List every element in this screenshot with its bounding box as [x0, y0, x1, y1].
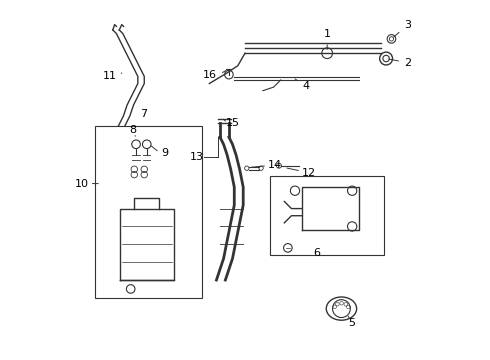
Text: 5: 5: [348, 318, 356, 328]
Text: 13: 13: [190, 152, 204, 162]
Text: 8: 8: [129, 125, 136, 135]
Text: 15: 15: [225, 118, 239, 128]
Text: 3: 3: [393, 20, 411, 37]
Text: 16: 16: [202, 69, 217, 80]
Ellipse shape: [326, 297, 357, 320]
Text: 6: 6: [313, 248, 320, 258]
Text: 1: 1: [324, 29, 331, 49]
Bar: [95, 126, 202, 298]
Text: 12: 12: [302, 168, 316, 178]
Text: 10: 10: [75, 179, 89, 189]
Text: 7: 7: [140, 109, 147, 119]
Bar: [270, 176, 384, 255]
Text: 14: 14: [268, 160, 282, 170]
Text: 9: 9: [161, 148, 168, 158]
Text: 11: 11: [102, 71, 117, 81]
Text: 2: 2: [389, 58, 411, 68]
Text: 4: 4: [295, 79, 309, 91]
